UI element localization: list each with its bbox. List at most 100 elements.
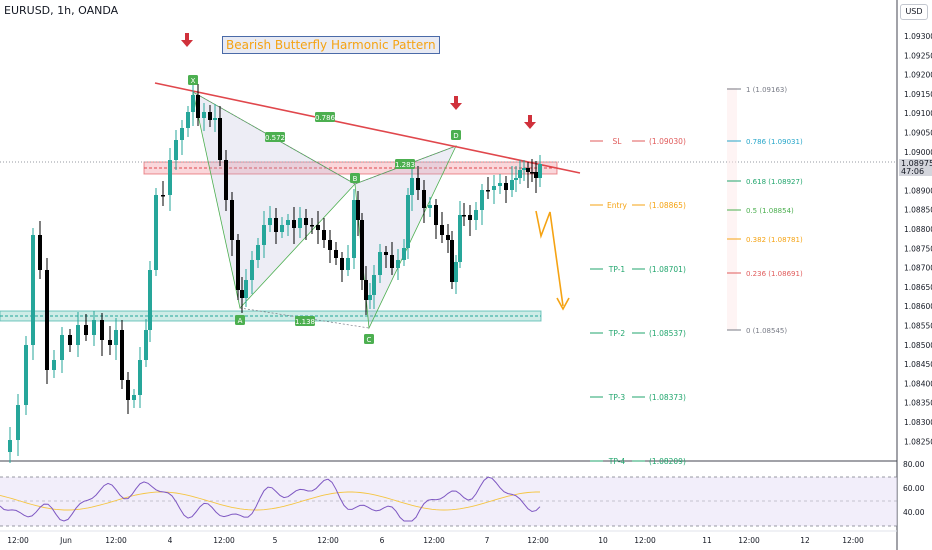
candle[interactable] [534,161,538,193]
rsi-ma-line[interactable] [0,491,540,511]
candle[interactable] [224,150,228,211]
candle[interactable] [138,347,142,408]
candle[interactable] [428,197,432,217]
candle[interactable] [310,218,314,234]
candle[interactable] [250,251,254,294]
candle[interactable] [92,311,96,346]
candle[interactable] [514,166,518,192]
fib-level[interactable]: 0.618 (1.08927) [727,178,803,186]
candle[interactable] [16,394,20,456]
candle[interactable] [174,130,178,170]
candle[interactable] [244,269,248,307]
trade-level-sl[interactable]: SL (1.09030) [590,137,686,146]
pattern-point-x[interactable]: X [188,75,198,85]
resistance-trendline[interactable] [154,82,581,174]
candle[interactable] [316,211,320,244]
pattern-point-d[interactable]: D [451,130,461,140]
candle[interactable] [390,242,394,275]
candle[interactable] [60,327,64,373]
fib-level[interactable]: 0.5 (1.08854) [727,207,794,215]
candle[interactable] [132,389,136,408]
candle[interactable] [196,84,200,126]
candle[interactable] [304,209,308,240]
candle[interactable] [218,106,222,166]
candle[interactable] [458,201,462,268]
candle[interactable] [360,213,364,290]
candle[interactable] [108,326,112,355]
candle[interactable] [144,319,148,367]
candle[interactable] [406,188,410,259]
candle[interactable] [100,313,104,356]
candle[interactable] [262,211,266,258]
candle[interactable] [236,234,240,300]
candle[interactable] [202,103,206,131]
candle[interactable] [474,202,478,230]
candle[interactable] [161,181,165,206]
candle[interactable] [364,266,368,315]
fib-level[interactable]: 1 (1.09163) [727,86,787,94]
trade-level-tp-3[interactable]: TP-3 (1.08373) [590,393,686,402]
candle[interactable] [372,265,376,309]
candle[interactable] [38,221,42,279]
candle[interactable] [352,189,356,269]
candle[interactable] [446,224,450,253]
candle[interactable] [240,277,244,313]
pattern-point-b[interactable]: B [350,173,360,183]
candle[interactable] [268,206,272,232]
candle[interactable] [518,160,522,184]
candle[interactable] [356,191,360,236]
trade-level-tp-1[interactable]: TP-1 (1.08701) [590,265,686,274]
candlestick-series[interactable] [8,82,542,463]
candle[interactable] [84,314,88,341]
candle[interactable] [450,231,454,289]
trade-level-entry[interactable]: Entry (1.08865) [590,201,686,210]
candle[interactable] [68,329,72,352]
candle[interactable] [292,207,296,244]
candle[interactable] [486,177,490,199]
candle[interactable] [186,106,190,137]
candle[interactable] [191,82,195,126]
candle[interactable] [180,120,184,155]
candle[interactable] [280,217,284,238]
candle[interactable] [498,174,502,194]
candle[interactable] [45,258,49,384]
candle[interactable] [322,218,326,248]
trade-level-tp-2[interactable]: TP-2 (1.08537) [590,329,686,338]
candle[interactable] [378,244,382,283]
candle[interactable] [416,166,420,200]
candle[interactable] [526,162,530,188]
candle[interactable] [298,207,302,238]
candle[interactable] [492,175,496,204]
fib-level[interactable]: 0.382 (1.08781) [727,236,803,244]
candle[interactable] [422,180,426,223]
candle[interactable] [208,105,212,127]
candle[interactable] [440,212,444,243]
candle[interactable] [24,336,28,415]
candle[interactable] [274,208,278,244]
trade-levels[interactable]: SL (1.09030) Entry (1.08865) TP-1 (1.08701) TP… [590,137,686,466]
currency-button[interactable]: USD [900,4,928,20]
fib-level[interactable]: 0 (1.08545) [727,327,787,335]
candle[interactable] [286,214,290,236]
pattern-point-a[interactable]: A [235,315,245,325]
candle[interactable] [8,427,12,463]
candle[interactable] [334,242,338,265]
pattern-point-c[interactable]: C [364,334,374,344]
candle[interactable] [396,249,400,280]
candle[interactable] [468,205,472,236]
pattern-xab-triangle[interactable] [192,91,356,309]
ratio-label-ab[interactable]: 0.572 [265,132,285,142]
candle[interactable] [168,148,172,211]
ratio-label-bc[interactable]: 1.283 [395,159,415,169]
candle[interactable] [384,246,388,268]
candle[interactable] [434,199,438,239]
candle[interactable] [340,252,344,282]
trade-level-tp-4[interactable]: TP-4 (1.08209) [590,457,686,466]
candle[interactable] [148,261,152,342]
candle[interactable] [522,160,526,181]
candle[interactable] [126,372,130,414]
projection-path[interactable] [535,210,564,307]
pattern-title[interactable]: Bearish Butterfly Harmonic Pattern [222,36,440,54]
candle[interactable] [454,255,458,294]
